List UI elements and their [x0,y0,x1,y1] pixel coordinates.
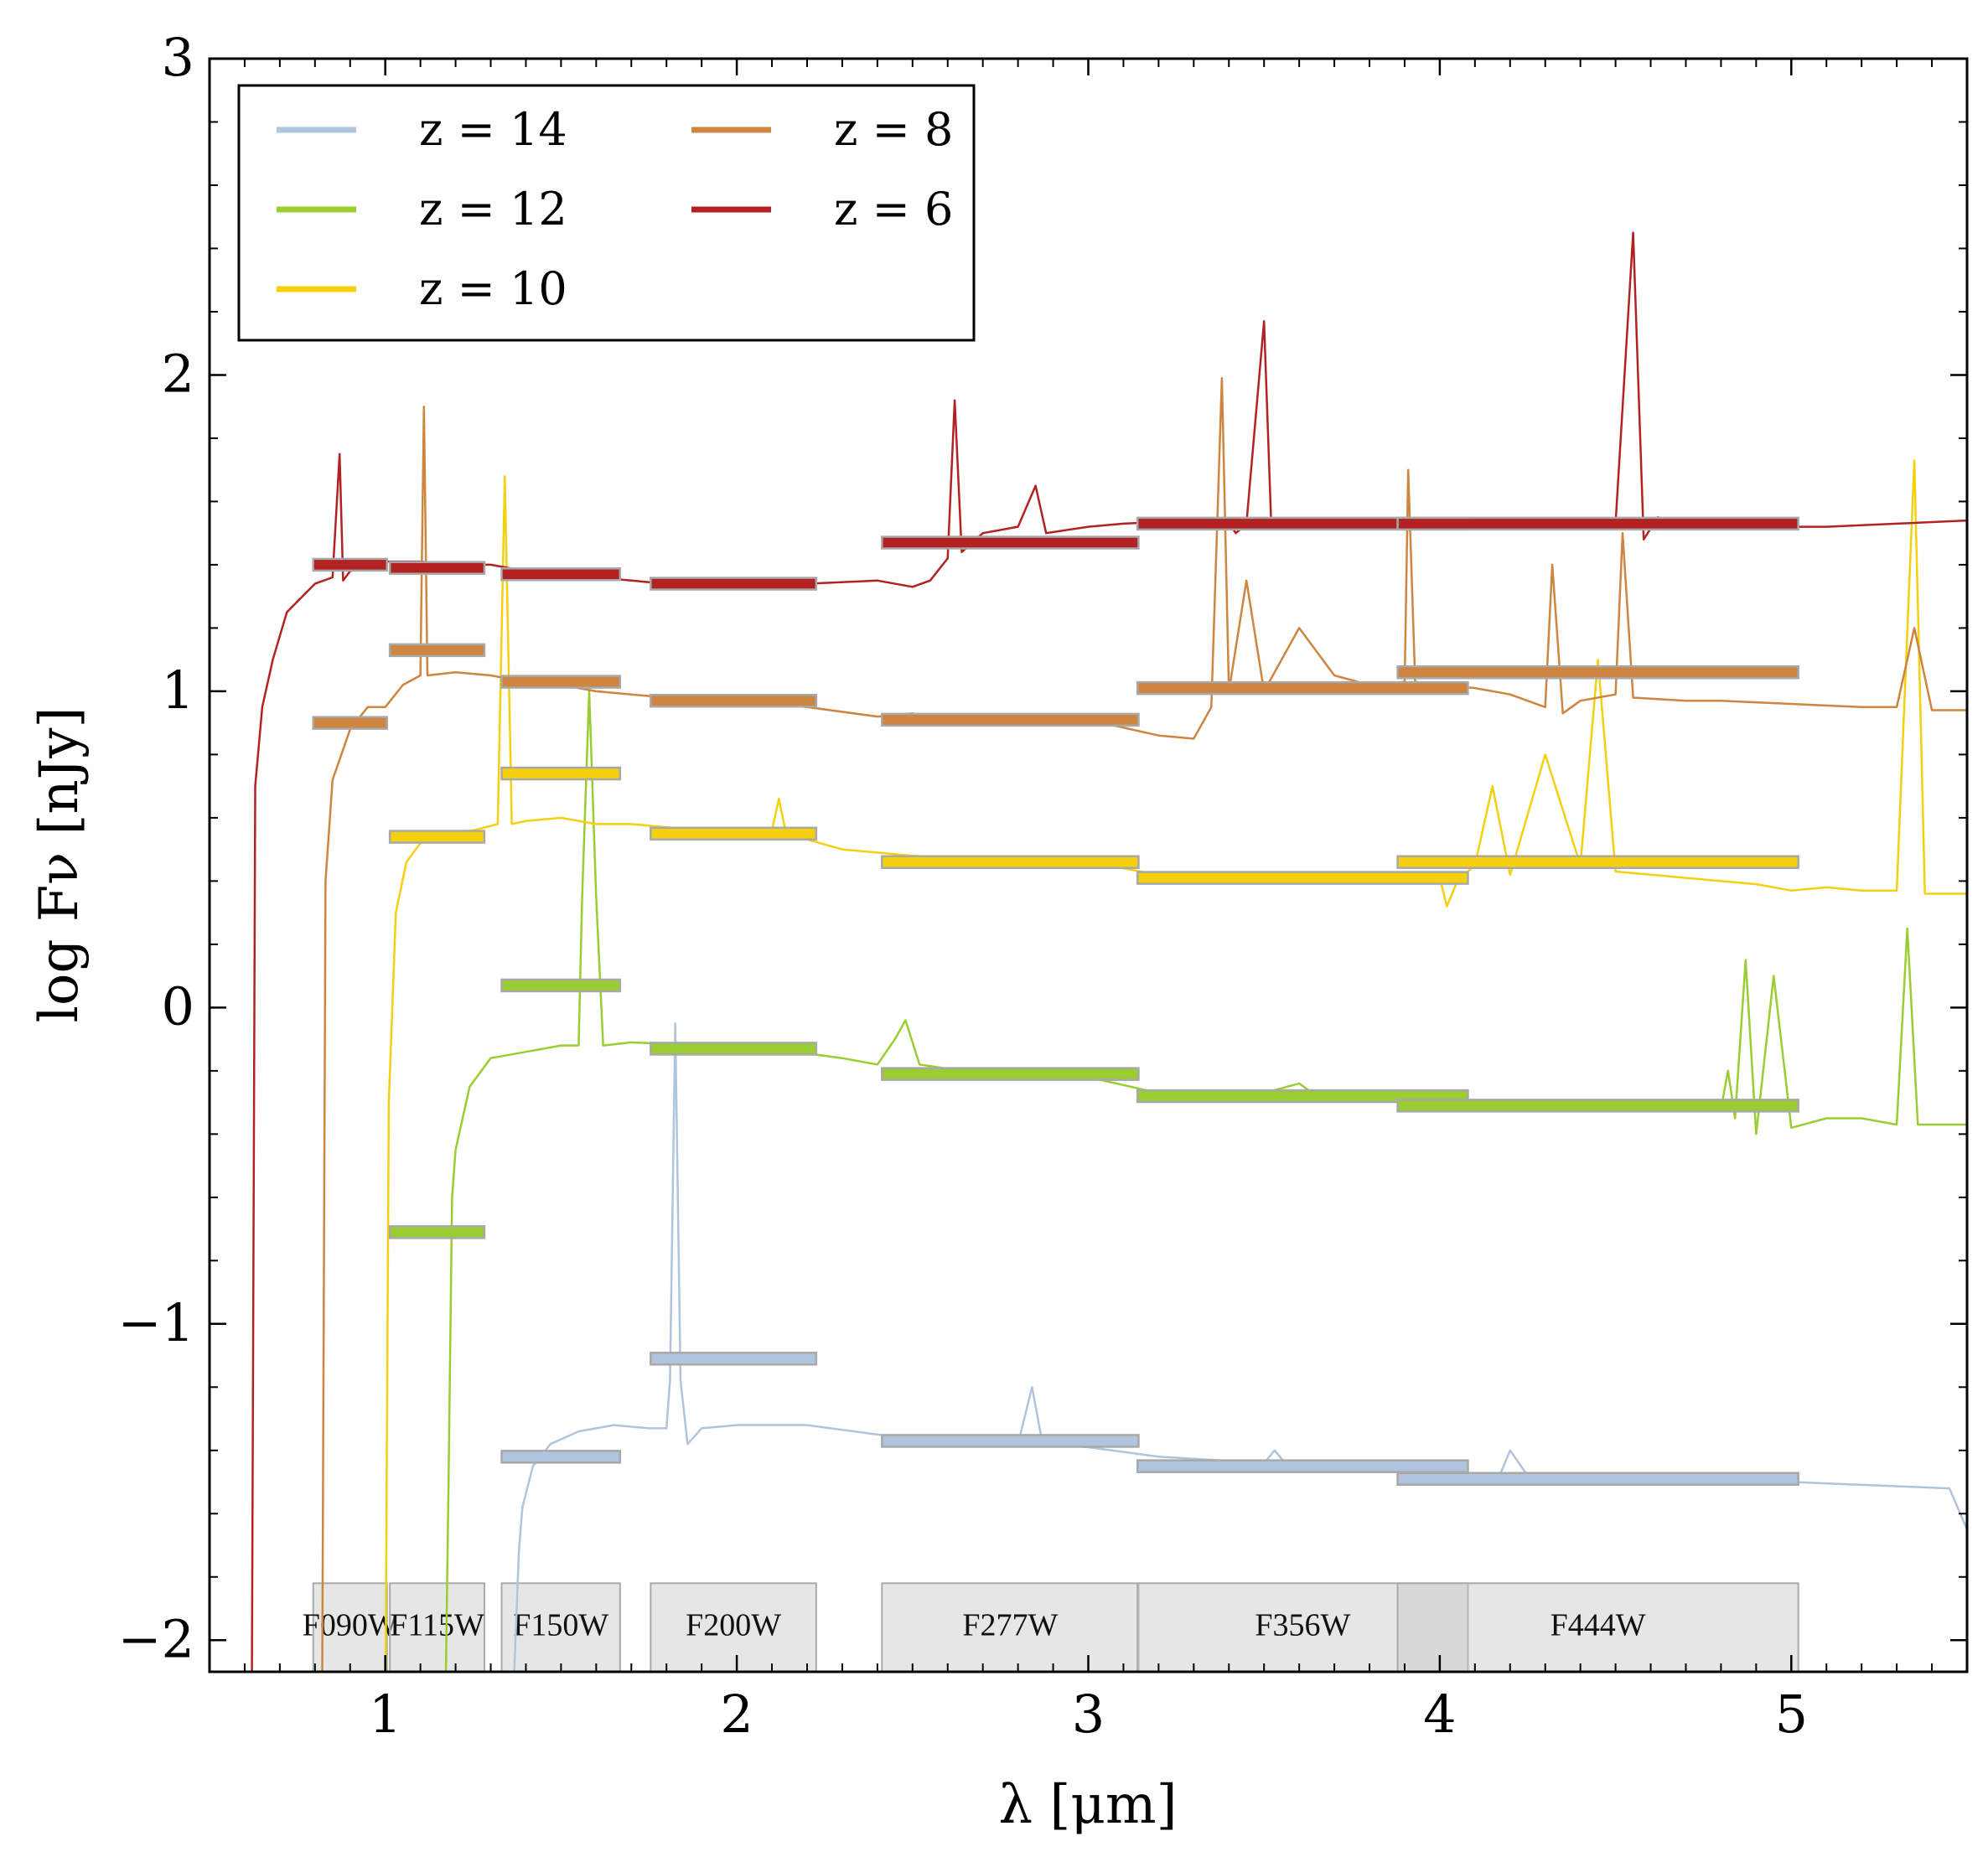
y-tick-label: 1 [162,660,194,721]
y-tick-label: 0 [162,975,194,1037]
legend-label-z12: z = 12 [419,183,567,235]
photometry-bar-z8-f150w [500,675,622,689]
photometry-bar-z10-f277w [881,855,1140,869]
photometry-bar-z14-f150w [500,1450,622,1464]
photometry-bar-z12-f115w [388,1225,486,1239]
legend-label-z6: z = 6 [834,183,953,235]
filter-band-f150w [500,1582,621,1672]
filter-band-f277w [881,1582,1140,1672]
photometry-bar-z6-f200w [650,577,818,591]
legend: z = 14 z = 12 z = 10 z = 8 z = 6 [237,84,976,342]
x-tick-label: 1 [369,1684,401,1745]
photometry-bar-z6-f115w [388,561,486,575]
filter-band-f200w [650,1582,817,1672]
filter-label-f090w: F090W [303,1608,398,1643]
photometry-bar-z10-f200w [650,826,818,841]
photometry-bar-z14-f200w [650,1352,818,1366]
photometry-bar-z10-f150w [500,766,622,781]
filter-band-f356w [1136,1582,1469,1672]
filter-label-f115w: F115W [390,1608,484,1643]
photometry-bar-z12-f200w [650,1042,818,1056]
photometry-bar-z8-f444w [1396,665,1799,680]
filter-label-f277w: F277W [962,1608,1058,1643]
legend-label-z8: z = 8 [834,103,953,156]
filter-band-f115w [389,1582,485,1672]
x-tick-label: 5 [1775,1684,1808,1745]
photometry-bar-z12-f150w [500,978,622,993]
legend-label-z10: z = 10 [419,262,567,315]
photometry-bar-z8-f356w [1136,680,1469,696]
photometry-bar-z10-f356w [1136,871,1469,885]
y-tick-label: 2 [162,343,194,404]
photometry-bar-z14-f356w [1136,1459,1469,1473]
photometry-bar-z6-f150w [500,566,622,582]
x-tick-label: 4 [1423,1684,1456,1745]
y-tick-label: 3 [162,27,194,88]
photometry-bar-z12-f277w [881,1067,1140,1081]
photometry-bar-z6-f444w [1396,516,1799,531]
photometry-bar-z10-f444w [1396,855,1799,869]
filter-label-f356w: F356W [1255,1608,1350,1643]
photometry-bar-z10-f115w [388,830,486,844]
x-axis-title: λ [μm] [998,1774,1177,1836]
axis-ticks: 1 2 3 4 5 −2 −1 0 1 2 3 [118,27,1968,1745]
photometry-bar-z8-f115w [388,643,486,658]
y-tick-label: −2 [118,1608,194,1669]
spectrum-line-8 [321,376,1967,1672]
photometry-bar-z14-f444w [1396,1472,1799,1487]
photometry-bar-z12-f444w [1396,1099,1799,1113]
photometry-bar-z12-f356w [1136,1089,1469,1104]
photometry-bar-z8-f277w [881,712,1140,727]
x-tick-label: 3 [1072,1684,1105,1745]
photometry-bar-z6-f090w [312,557,389,572]
filter-band-f090w [312,1582,388,1672]
filter-label-f150w: F150W [513,1608,608,1643]
y-axis-title: log Fν [nJy] [28,707,91,1023]
legend-box [237,84,976,342]
legend-label-z14: z = 14 [419,103,567,156]
filter-label-f200w: F200W [686,1608,781,1643]
photometry-bars [312,516,1799,1487]
x-tick-label: 2 [720,1684,753,1745]
y-tick-label: −1 [118,1292,194,1353]
photometry-bar-z6-f277w [881,535,1140,550]
photometry-bar-z8-f090w [312,716,389,730]
filter-label-f444w: F444W [1551,1608,1646,1643]
photometry-bar-z14-f277w [881,1434,1140,1448]
photometry-bar-z8-f200w [650,693,818,708]
